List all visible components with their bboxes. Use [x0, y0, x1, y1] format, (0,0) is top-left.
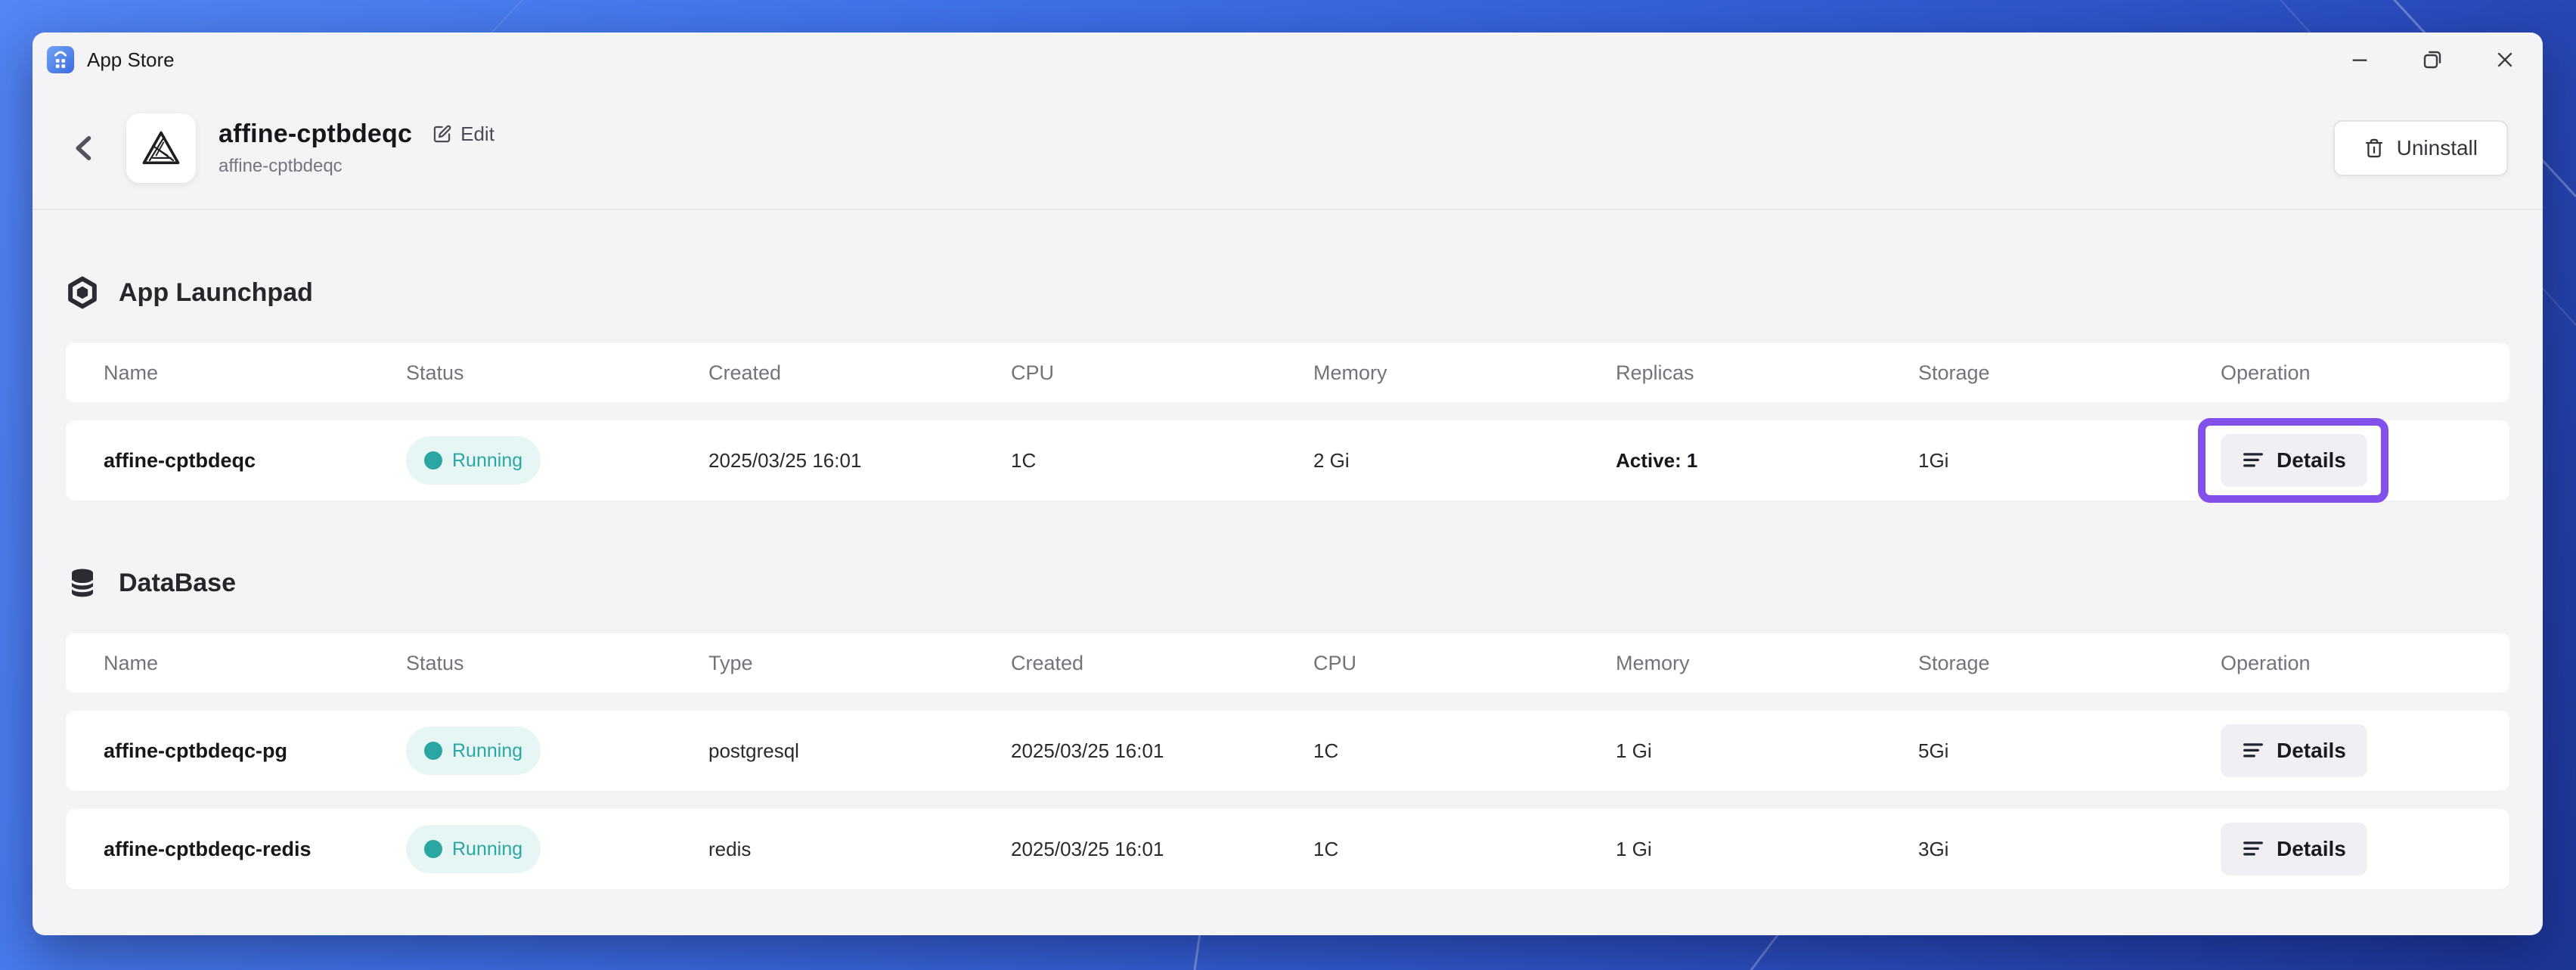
details-button[interactable]: Details — [2221, 823, 2367, 875]
details-button[interactable]: Details — [2221, 724, 2367, 777]
column-header: Memory — [1313, 361, 1387, 384]
details-icon — [2242, 838, 2264, 860]
back-button[interactable] — [67, 131, 102, 166]
status-cell: Running — [406, 436, 708, 485]
table-header-row: Name Status Type Created CPU Memory Storage Ope… — [66, 634, 2509, 693]
window-titlebar: App Store — [33, 33, 2543, 87]
cell-value: postgresql — [708, 739, 799, 762]
status-badge: Running — [406, 825, 541, 873]
status-dot-icon — [424, 840, 442, 858]
edit-button[interactable]: Edit — [432, 122, 494, 146]
table-header-row: Name Status Created CPU Memory Replicas Storag… — [66, 343, 2509, 402]
edit-label: Edit — [460, 122, 494, 145]
cell-name: affine-cptbdeqc-pg — [104, 739, 287, 762]
cell-value: 1C — [1313, 739, 1339, 762]
app-store-icon — [46, 45, 75, 74]
table-row: affine-cptbdeqc-pg Running postgresql 202… — [66, 711, 2509, 791]
trash-icon — [2364, 138, 2385, 159]
section-database: DataBase Name Status Type Created CPU Memory S… — [66, 566, 2509, 889]
column-header: Replicas — [1616, 361, 1694, 384]
cell-value: redis — [708, 837, 752, 860]
section-app-launchpad: App Launchpad Name Status Created CPU Memory… — [66, 275, 2509, 503]
details-label: Details — [2277, 837, 2346, 860]
cell-value: 1C — [1011, 448, 1037, 472]
operation-cell: Details — [2198, 418, 2472, 503]
app-header: affine-cptbdeqc Edit affine-cptbdeqc — [33, 87, 2543, 210]
column-header: Status — [406, 361, 464, 384]
operation-cell: Details — [2221, 724, 2472, 777]
cell-value: 5Gi — [1918, 739, 1949, 762]
table-row: affine-cptbdeqc-redis Running redis 2025/… — [66, 809, 2509, 889]
status-label: Running — [452, 449, 523, 471]
section-title: App Launchpad — [119, 277, 313, 307]
details-button[interactable]: Details — [2221, 434, 2367, 487]
chevron-left-icon — [68, 132, 101, 165]
minimize-icon — [2348, 48, 2372, 72]
status-cell: Running — [406, 727, 708, 775]
column-header: Operation — [2221, 651, 2311, 674]
status-dot-icon — [424, 451, 442, 470]
cell-value: 3Gi — [1918, 837, 1949, 860]
launchpad-icon — [66, 276, 99, 309]
cell-value: 2025/03/25 16:01 — [1011, 739, 1164, 762]
details-label: Details — [2277, 739, 2346, 762]
page-subtitle: affine-cptbdeqc — [219, 155, 343, 176]
close-button[interactable] — [2491, 46, 2519, 73]
column-header: Created — [708, 361, 782, 384]
column-header: Storage — [1918, 361, 1990, 384]
app-header-text: affine-cptbdeqc Edit affine-cptbdeqc — [219, 119, 494, 177]
column-header: Memory — [1616, 651, 1690, 674]
minimize-button[interactable] — [2346, 46, 2373, 73]
window-title: App Store — [87, 48, 175, 71]
column-header: Type — [708, 651, 753, 674]
column-header: Status — [406, 651, 464, 674]
status-label: Running — [452, 739, 523, 761]
edit-pencil-icon — [432, 124, 452, 144]
app-logo-card — [126, 113, 196, 183]
column-header: Storage — [1918, 651, 1990, 674]
cell-value: 1 Gi — [1616, 739, 1652, 762]
column-header: Created — [1011, 651, 1084, 674]
status-dot-icon — [424, 742, 442, 760]
operation-cell: Details — [2221, 823, 2472, 875]
status-label: Running — [452, 838, 523, 860]
cell-value: 2025/03/25 16:01 — [1011, 837, 1164, 860]
affine-logo-icon — [139, 126, 183, 170]
restore-icon — [2420, 48, 2444, 72]
cell-value: 2 Gi — [1313, 448, 1350, 472]
cell-value: 1 Gi — [1616, 837, 1652, 860]
cell-value: Active: 1 — [1616, 448, 1698, 472]
section-title: DataBase — [119, 568, 236, 597]
section-header: App Launchpad — [66, 275, 2509, 310]
content: App Launchpad Name Status Created CPU Memory… — [33, 210, 2543, 919]
column-header: CPU — [1313, 651, 1357, 674]
database-icon — [66, 566, 99, 600]
details-icon — [2242, 739, 2264, 762]
restore-button[interactable] — [2419, 46, 2446, 73]
table-row: affine-cptbdeqc Running 2025/03/25 16:01… — [66, 418, 2509, 503]
cell-name: affine-cptbdeqc — [104, 448, 256, 472]
status-badge: Running — [406, 436, 541, 485]
column-header: Name — [104, 361, 159, 384]
details-label: Details — [2277, 448, 2346, 472]
cell-name: affine-cptbdeqc-redis — [104, 837, 312, 860]
page-title: affine-cptbdeqc — [219, 119, 413, 148]
cell-value: 2025/03/25 16:01 — [708, 448, 862, 472]
column-header: Name — [104, 651, 159, 674]
cell-value: 1Gi — [1918, 448, 1949, 472]
close-icon — [2493, 48, 2517, 72]
section-header: DataBase — [66, 566, 2509, 600]
column-header: Operation — [2221, 361, 2311, 384]
status-cell: Running — [406, 825, 708, 873]
app-store-window: App Store — [33, 33, 2543, 935]
status-badge: Running — [406, 727, 541, 775]
uninstall-label: Uninstall — [2396, 135, 2478, 160]
column-header: CPU — [1011, 361, 1055, 384]
window-controls — [2346, 46, 2525, 73]
uninstall-button[interactable]: Uninstall — [2333, 119, 2508, 176]
details-icon — [2242, 449, 2264, 472]
cell-value: 1C — [1313, 837, 1339, 860]
